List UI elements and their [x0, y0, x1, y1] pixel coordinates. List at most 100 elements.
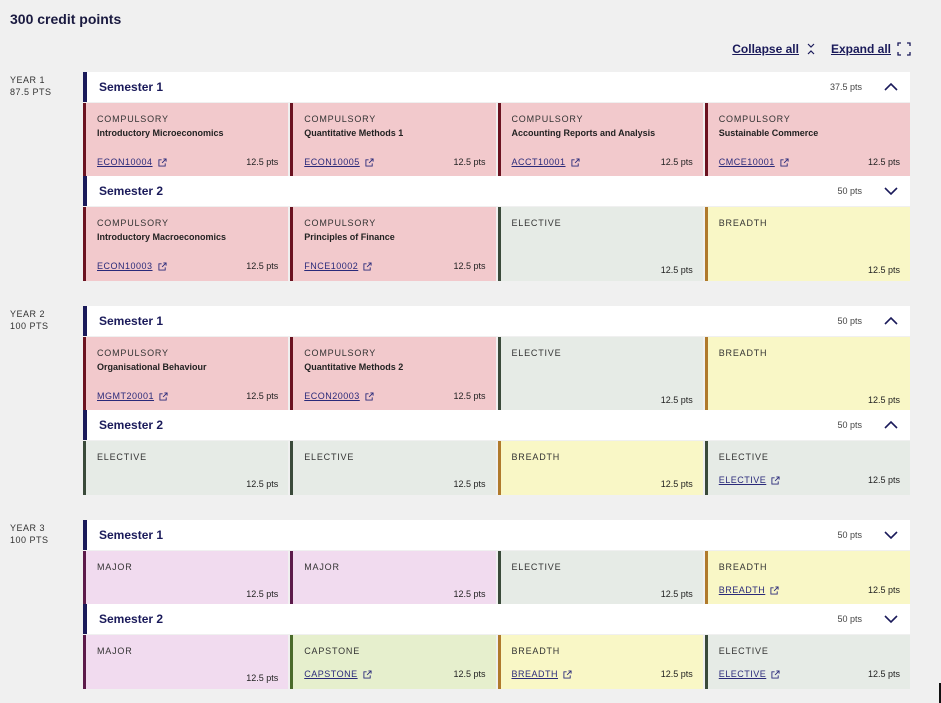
external-link-icon [159, 391, 168, 401]
subject-card[interactable]: COMPULSORY Accounting Reports and Analysi… [497, 103, 703, 177]
subject-code: ECON10003 [97, 261, 153, 271]
semester-header[interactable]: Semester 1 50 pts [83, 520, 910, 550]
subject-code-link[interactable]: ECON10005 [304, 157, 374, 167]
subject-points: 12.5 pts [246, 589, 279, 599]
semester-header[interactable]: Semester 2 50 pts [83, 176, 910, 206]
year-points: 100 PTS [10, 535, 49, 545]
subject-name: Accounting Reports and Analysis [511, 128, 656, 138]
subject-code: CMCE10001 [718, 157, 775, 167]
subject-code-link[interactable]: ECON10003 [97, 261, 167, 271]
subject-type: ELECTIVE [97, 452, 147, 462]
collapse-all-button[interactable]: Collapse all [732, 42, 817, 56]
chevron-down-icon[interactable] [884, 614, 898, 624]
subject-type: ELECTIVE [304, 452, 355, 462]
semester-points: 50 pts [837, 530, 862, 540]
subject-code: BREADTH [718, 585, 766, 595]
subject-code-link[interactable]: MGMT20001 [97, 391, 168, 401]
subject-points: 12.5 pts [660, 479, 693, 489]
subject-points: 12.5 pts [246, 479, 279, 489]
subject-card[interactable]: MAJOR 12.5 pts [83, 551, 289, 605]
subject-type: ELECTIVE [511, 562, 562, 572]
subject-type: ELECTIVE [718, 646, 769, 656]
subject-card[interactable]: BREADTH 12.5 pts [497, 441, 703, 495]
subject-card[interactable]: BREADTH 12.5 pts [704, 207, 910, 281]
year-1-semester-1: Semester 1 37.5 pts COMPULSORY Introductory… [83, 72, 910, 177]
subject-type: MAJOR [97, 646, 133, 656]
cursor-caret [939, 683, 941, 703]
semester-header-right: 50 pts [837, 530, 898, 540]
subject-card[interactable]: MAJOR 12.5 pts [290, 551, 496, 605]
subject-grid: MAJOR 12.5 pts MAJOR 12.5 pts ELECTIVE 12.5 p… [83, 551, 910, 605]
subject-code-link[interactable]: CMCE10001 [719, 157, 789, 167]
chevron-up-icon[interactable] [884, 316, 898, 326]
semester-header-right: 50 pts [837, 186, 898, 196]
subject-name: Introductory Macroeconomics [97, 232, 227, 242]
year-title: YEAR 1 [10, 75, 46, 85]
subject-type: COMPULSORY [97, 218, 169, 228]
subject-points: 12.5 pts [453, 261, 486, 271]
subject-card[interactable]: BREADTH 12.5 pts [704, 337, 910, 411]
expand-all-icon [897, 42, 911, 56]
subject-points: 12.5 pts [867, 265, 900, 275]
subject-points: 12.5 pts [867, 157, 900, 167]
subject-card[interactable]: MAJOR 12.5 pts [83, 635, 289, 689]
subject-card[interactable]: COMPULSORY Introductory Macroeconomics ECO… [83, 207, 289, 281]
year-3-semester-1: Semester 1 50 pts MAJOR 12.5 pts MAJOR 12.5 p… [83, 520, 910, 605]
subject-type: MAJOR [304, 562, 340, 572]
subject-code-link[interactable]: FNCE10002 [304, 261, 372, 271]
semester-points: 50 pts [837, 316, 862, 326]
subject-code-link[interactable]: BREADTH [512, 669, 573, 679]
year-points: 87.5 PTS [10, 87, 52, 97]
chevron-down-icon[interactable] [884, 530, 898, 540]
subject-card[interactable]: ELECTIVE ELECTIVE 12.5 pts [704, 635, 910, 689]
subject-points: 12.5 pts [246, 391, 279, 401]
subject-code-link[interactable]: ACCT10001 [512, 157, 580, 167]
year-1-label: YEAR 1 87.5 PTS [10, 74, 52, 98]
subject-card[interactable]: CAPSTONE CAPSTONE 12.5 pts [290, 635, 496, 689]
subject-card[interactable]: ELECTIVE ELECTIVE 12.5 pts [704, 441, 910, 495]
semester-header[interactable]: Semester 2 50 pts [83, 410, 910, 440]
chevron-up-icon[interactable] [884, 82, 898, 92]
subject-card[interactable]: ELECTIVE 12.5 pts [290, 441, 496, 495]
subject-code-link[interactable]: ECON10004 [97, 157, 167, 167]
external-link-icon [157, 157, 167, 167]
subject-type: ELECTIVE [718, 452, 769, 462]
external-link-icon [780, 157, 789, 167]
chevron-up-icon[interactable] [884, 420, 898, 430]
subject-code: ECON10004 [97, 157, 153, 167]
subject-name: Quantitative Methods 1 [304, 128, 404, 138]
subject-card[interactable]: COMPULSORY Introductory Microeconomics ECO… [83, 103, 289, 177]
subject-card[interactable]: COMPULSORY Organisational Behaviour MGMT20… [83, 337, 289, 411]
subject-name: Quantitative Methods 2 [304, 362, 404, 372]
subject-card[interactable]: ELECTIVE 12.5 pts [497, 551, 703, 605]
semester-header[interactable]: Semester 1 50 pts [83, 306, 910, 336]
subject-card[interactable]: COMPULSORY Quantitative Methods 1 ECON1000… [290, 103, 496, 177]
subject-grid: COMPULSORY Organisational Behaviour MGMT20… [83, 337, 910, 411]
semester-header[interactable]: Semester 1 37.5 pts [83, 72, 910, 102]
subject-code-link[interactable]: ELECTIVE [719, 475, 781, 485]
subject-code-link[interactable]: CAPSTONE [304, 669, 372, 679]
subject-card[interactable]: COMPULSORY Principles of Finance FNCE10002… [290, 207, 496, 281]
subject-card[interactable]: ELECTIVE 12.5 pts [497, 337, 703, 411]
subject-type: BREADTH [718, 348, 768, 358]
expand-all-button[interactable]: Expand all [831, 42, 911, 56]
subject-code-link[interactable]: ELECTIVE [719, 669, 781, 679]
subject-points: 12.5 pts [660, 669, 693, 679]
subject-code-link[interactable]: ECON20003 [304, 391, 374, 401]
subject-name: Introductory Microeconomics [97, 128, 224, 138]
subject-card[interactable]: COMPULSORY Sustainable Commerce CMCE10001 1… [704, 103, 910, 177]
semester-header[interactable]: Semester 2 50 pts [83, 604, 910, 634]
expand-collapse-controls: Collapse all Expand all [732, 42, 911, 56]
collapse-all-label: Collapse all [732, 42, 799, 56]
subject-card[interactable]: BREADTH BREADTH 12.5 pts [497, 635, 703, 689]
subject-code-link[interactable]: BREADTH [719, 585, 780, 595]
subject-card[interactable]: ELECTIVE 12.5 pts [497, 207, 703, 281]
year-2-semester-2: Semester 2 50 pts ELECTIVE 12.5 pts ELECTIVE… [83, 410, 910, 495]
semester-title: Semester 2 [99, 612, 164, 626]
chevron-down-icon[interactable] [884, 186, 898, 196]
subject-card[interactable]: BREADTH BREADTH 12.5 pts [704, 551, 910, 605]
subject-card[interactable]: ELECTIVE 12.5 pts [83, 441, 289, 495]
subject-card[interactable]: COMPULSORY Quantitative Methods 2 ECON2000… [290, 337, 496, 411]
subject-type: BREADTH [511, 452, 561, 462]
subject-code: ELECTIVE [718, 669, 767, 679]
